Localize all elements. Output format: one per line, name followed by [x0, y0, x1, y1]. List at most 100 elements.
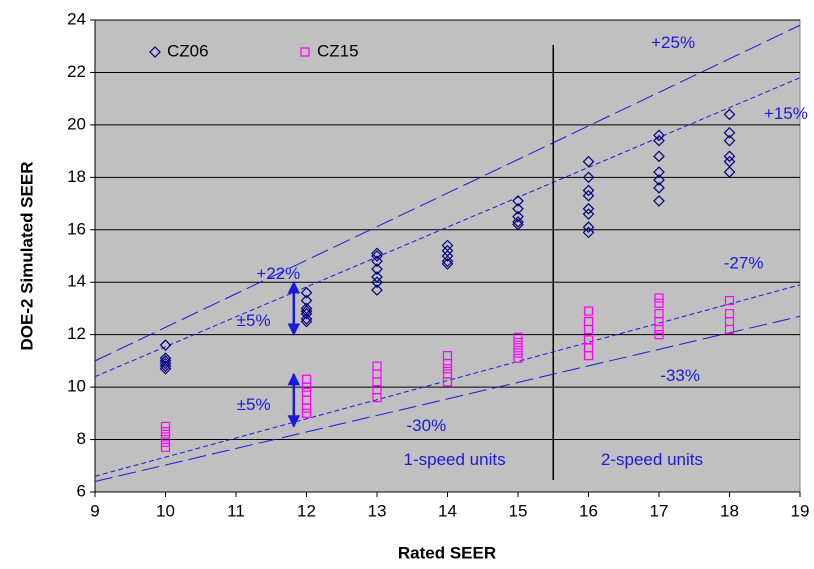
- point: [654, 324, 664, 335]
- point: [723, 166, 736, 178]
- point: [371, 250, 383, 262]
- point: [723, 108, 736, 121]
- point: [300, 286, 313, 299]
- y-tick-label: 8: [77, 429, 86, 448]
- point: [512, 210, 524, 223]
- point: [654, 298, 664, 308]
- point: [159, 362, 172, 375]
- y-tick-label: 20: [67, 114, 86, 133]
- point: [372, 393, 382, 403]
- point: [301, 403, 312, 413]
- reference-line: [94, 24, 801, 362]
- point: [301, 382, 312, 392]
- point: [653, 134, 665, 147]
- point: [513, 332, 523, 342]
- point: [301, 408, 312, 418]
- point: [582, 184, 595, 197]
- y-tick-label: 16: [67, 219, 86, 238]
- x-tick-label: 12: [297, 501, 316, 520]
- x-tick-label: 16: [579, 501, 598, 520]
- point: [724, 295, 735, 306]
- y-tick-label: 10: [67, 377, 86, 396]
- point: [582, 221, 595, 234]
- x-axis-title: Rated SEER: [398, 543, 496, 562]
- point: [513, 353, 523, 363]
- point: [371, 263, 383, 275]
- x-tick-label: 11: [227, 501, 245, 520]
- point: [653, 166, 665, 178]
- y-tick-label: 12: [67, 324, 86, 343]
- x-tick-label: 13: [368, 501, 387, 520]
- legend-marker: [149, 46, 161, 58]
- point: [582, 202, 595, 215]
- point: [442, 364, 453, 374]
- point: [159, 355, 172, 367]
- point: [583, 324, 594, 335]
- point: [653, 174, 665, 186]
- point: [582, 208, 595, 220]
- annotation: ±5%: [237, 311, 271, 330]
- x-tick-label: 10: [156, 501, 175, 520]
- point: [160, 427, 171, 437]
- point: [371, 247, 383, 260]
- point: [371, 284, 383, 296]
- point: [371, 271, 383, 283]
- annotation: ±5%: [237, 395, 271, 414]
- point: [653, 195, 665, 207]
- reference-line: [94, 284, 801, 477]
- point: [160, 437, 171, 447]
- point: [300, 307, 313, 320]
- point: [723, 126, 736, 139]
- point: [723, 150, 736, 163]
- point: [512, 202, 524, 215]
- annotation: +25%: [651, 33, 695, 52]
- point: [513, 348, 523, 358]
- point: [441, 250, 454, 262]
- y-axis-title: DOE-2 Simulated SEER: [17, 162, 36, 351]
- point: [512, 216, 524, 228]
- point: [512, 195, 524, 207]
- point: [371, 255, 383, 268]
- point: [442, 358, 453, 369]
- legend-marker: [300, 47, 310, 57]
- x-tick-label: 18: [720, 501, 739, 520]
- point: [160, 432, 171, 442]
- point: [583, 306, 594, 316]
- x-tick-label: 17: [650, 501, 669, 520]
- point: [159, 357, 172, 370]
- point: [371, 276, 383, 289]
- point: [442, 377, 453, 387]
- point: [582, 155, 595, 168]
- x-tick-label: 9: [90, 501, 99, 520]
- point: [160, 421, 171, 432]
- y-tick-label: 18: [67, 167, 86, 186]
- point: [159, 339, 172, 352]
- x-tick-label: 15: [509, 501, 528, 520]
- legend-label: CZ06: [167, 41, 209, 60]
- point: [159, 360, 172, 372]
- point: [160, 442, 171, 453]
- y-tick-label: 24: [67, 9, 86, 28]
- point: [300, 315, 313, 328]
- point: [582, 226, 595, 239]
- annotation: -30%: [407, 416, 447, 435]
- point: [513, 343, 523, 353]
- point: [653, 181, 665, 194]
- point: [512, 218, 524, 231]
- point: [653, 150, 665, 163]
- y-tick-label: 22: [67, 62, 86, 81]
- annotation: -33%: [660, 366, 700, 385]
- annotation: +15%: [764, 104, 808, 123]
- x-tick-label: 19: [791, 501, 810, 520]
- point: [441, 258, 454, 270]
- point: [441, 255, 454, 268]
- point: [300, 313, 313, 325]
- annotation: +22%: [256, 264, 300, 283]
- point: [513, 337, 523, 348]
- annotation: 1-speed units: [404, 450, 506, 469]
- x-tick-label: 14: [438, 501, 457, 520]
- point: [582, 189, 595, 202]
- point: [724, 324, 735, 335]
- point: [582, 171, 595, 184]
